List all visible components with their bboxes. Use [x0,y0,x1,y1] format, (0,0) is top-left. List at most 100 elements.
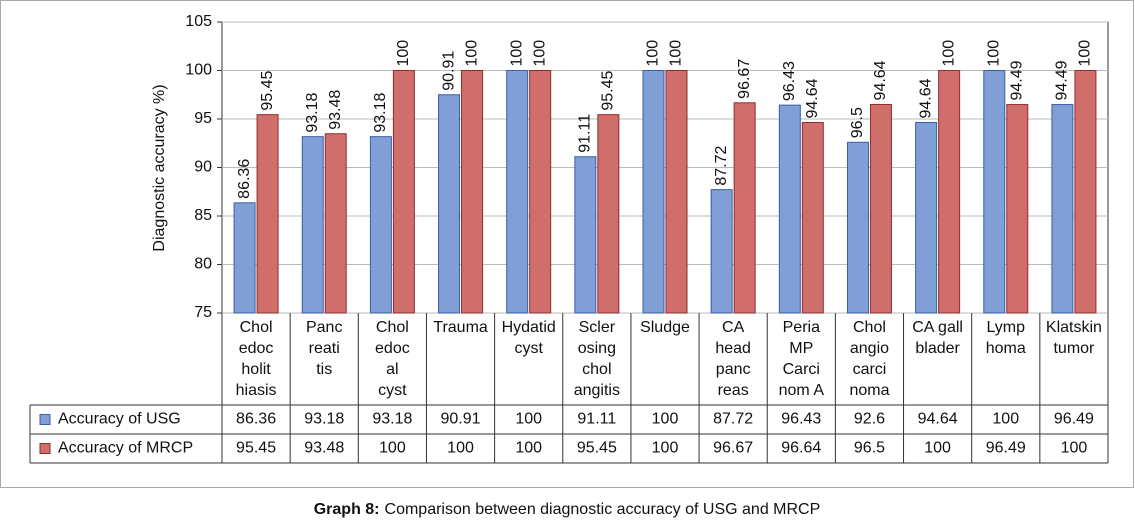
x-tick-label: osing [578,340,616,357]
bar-label: 91.11 [577,114,594,153]
bar-label: 100 [1077,40,1094,67]
y-tick-label: 80 [194,256,212,273]
x-tick-label: Scler [579,319,616,336]
bar-label: 95.45 [600,70,617,110]
x-tick-label: reas [718,382,749,399]
caption: Graph 8: Comparison between diagnostic ac… [314,501,821,518]
table-cell: 100 [992,411,1019,428]
table-cell: 96.49 [986,440,1026,457]
bar [392,70,415,314]
x-tick-label: hiasis [236,382,277,399]
y-axis-label: Diagnostic accuracy %) [151,84,168,251]
bar [1074,70,1097,314]
bar [1051,104,1074,314]
bar [710,189,733,314]
table-cell: 96.5 [854,440,885,457]
table-cell: 100 [652,440,679,457]
bar [1006,104,1029,314]
y-tick-label: 95 [194,110,212,127]
x-tick-label: CA gall [912,319,963,336]
table-cell: 100 [1061,440,1088,457]
x-tick-label: carci [853,361,887,378]
x-tick-label: blader [915,340,960,357]
x-tick-label: Peria [783,319,820,336]
bar-label: 93.18 [372,93,389,133]
x-tick-label: cyst [514,340,543,357]
legend-label: Accuracy of MRCP [58,440,193,457]
legend-swatch [39,414,51,425]
x-tick-label: Lymp [987,319,1026,336]
x-tick-label: angitis [574,382,620,399]
bar-label: 94.64 [917,78,934,118]
table-cell: 96.67 [713,440,753,457]
x-tick-label: CA [722,319,745,336]
x-tick-label: edoc [239,340,274,357]
x-tick-label: angio [850,340,889,357]
x-tick-label: panc [716,361,751,378]
table-cell: 86.36 [236,411,276,428]
x-tick-label: Chol [376,319,409,336]
table-cell: 100 [379,440,406,457]
bar [983,70,1006,314]
table-cell: 100 [652,411,679,428]
bar [574,156,597,314]
bar-label: 96.5 [849,107,866,138]
table-cell: 100 [447,440,474,457]
x-tick-label: Carci [783,361,820,378]
bar-label: 100 [940,40,957,67]
table-cell: 100 [515,411,542,428]
table-cell: 100 [924,440,951,457]
bar-label: 100 [463,40,480,67]
bar-label: 87.72 [713,145,730,185]
bar [506,70,529,314]
bar-label: 100 [395,40,412,67]
x-tick-label: cyst [378,382,407,399]
bar-label: 100 [531,40,548,67]
bar-label: 96.67 [736,59,753,99]
bar [665,70,688,314]
x-tick-label: Klatskin [1046,319,1102,336]
x-tick-label: chol [582,361,611,378]
bar [938,70,961,314]
legend-label: Accuracy of USG [58,411,181,428]
table-cell: 100 [515,440,542,457]
table-cell: 95.45 [236,440,276,457]
caption-text: Comparison between diagnostic accuracy o… [385,501,821,518]
bar [915,121,938,314]
bar [324,133,347,314]
bar-label: 93.18 [304,93,321,133]
bar-label: 94.64 [804,78,821,118]
bar [846,141,869,314]
x-tick-label: tis [316,361,332,378]
x-tick-label: MP [789,340,813,357]
y-tick-label: 90 [194,159,212,176]
bar [301,136,324,314]
bar [597,114,620,314]
table-cell: 95.45 [577,440,617,457]
bar-label: 90.91 [440,51,457,91]
bar [529,70,552,314]
x-tick-label: Sludge [640,319,690,336]
bar-label: 100 [645,40,662,67]
table-cell: 96.64 [781,440,821,457]
bar-label: 94.64 [872,60,889,100]
x-tick-label: Panc [306,319,342,336]
y-tick-label: 75 [194,304,212,321]
bar [869,103,892,314]
y-tick-label: 85 [194,207,212,224]
bar [438,94,461,314]
y-tick-label: 105 [185,13,212,30]
bar [369,136,392,314]
x-tick-label: Chol [853,319,886,336]
x-tick-label: Trauma [433,319,488,336]
x-tick-label: edoc [375,340,410,357]
bar [642,70,665,314]
x-tick-label: tumor [1053,340,1095,357]
bar-label: 100 [668,40,685,67]
x-tick-label: Hydatid [502,319,556,336]
bar-label: 100 [508,40,525,67]
x-tick-label: nom A [779,382,825,399]
table-cell: 90.91 [441,411,481,428]
x-tick-label: noma [849,382,889,399]
